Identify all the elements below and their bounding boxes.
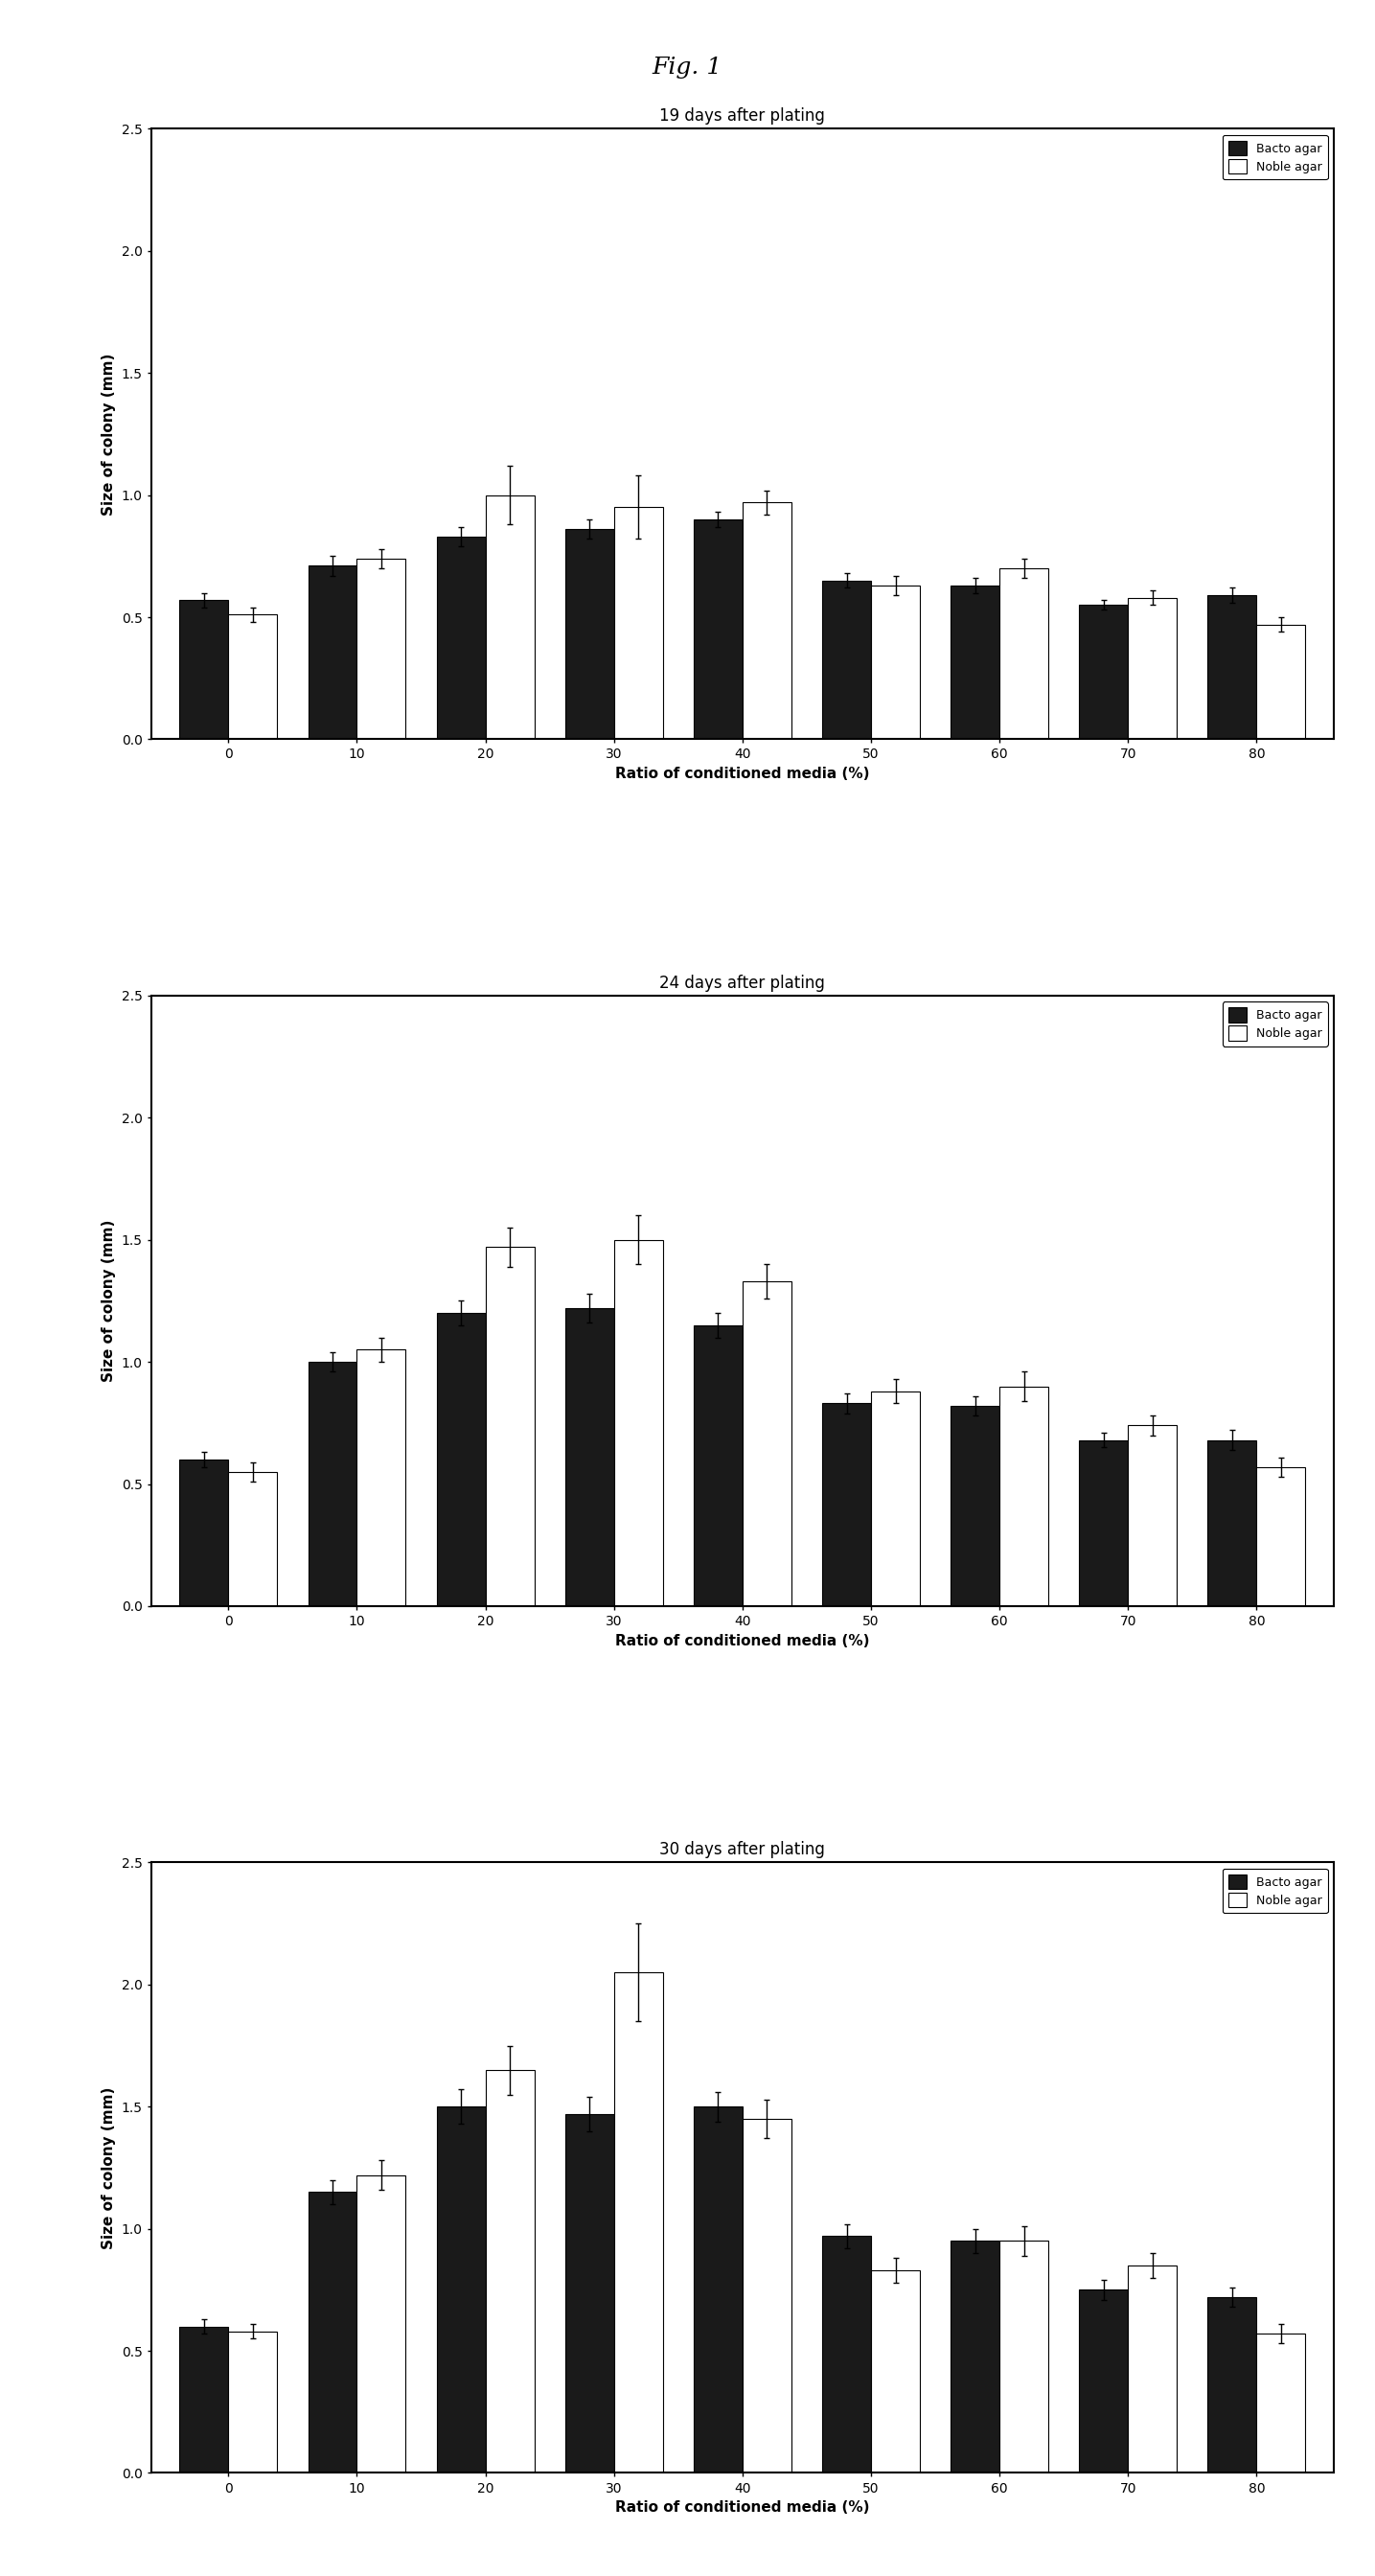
Bar [565, 2115, 615, 2473]
Bar [228, 2331, 278, 2473]
Bar [180, 1461, 228, 1605]
Bar [870, 1391, 920, 1605]
Bar [615, 1239, 663, 1605]
Bar [615, 1973, 663, 2473]
Bar [308, 1363, 358, 1605]
Bar [743, 502, 792, 739]
Bar [1000, 1386, 1048, 1605]
Legend: Bacto agar, Noble agar: Bacto agar, Noble agar [1222, 134, 1328, 180]
Text: Fig. 1: Fig. 1 [652, 57, 723, 80]
Bar [1079, 1440, 1128, 1605]
Bar [1079, 2290, 1128, 2473]
Bar [485, 2071, 535, 2473]
Bar [565, 528, 615, 739]
Bar [437, 536, 485, 739]
Bar [743, 1280, 792, 1605]
Bar [1127, 2264, 1177, 2473]
Bar [950, 1406, 1000, 1605]
Bar [485, 1247, 535, 1605]
Bar [693, 2107, 743, 2473]
Bar [358, 559, 406, 739]
Legend: Bacto agar, Noble agar: Bacto agar, Noble agar [1222, 1002, 1328, 1046]
X-axis label: Ratio of conditioned media (%): Ratio of conditioned media (%) [615, 1633, 870, 1649]
X-axis label: Ratio of conditioned media (%): Ratio of conditioned media (%) [615, 768, 870, 781]
Bar [180, 600, 228, 739]
Bar [1207, 2298, 1257, 2473]
Bar [1257, 623, 1305, 739]
Bar [1127, 1425, 1177, 1605]
X-axis label: Ratio of conditioned media (%): Ratio of conditioned media (%) [615, 2501, 870, 2514]
Bar [358, 1350, 406, 1605]
Bar [870, 2269, 920, 2473]
Bar [615, 507, 663, 739]
Bar [308, 2192, 358, 2473]
Bar [1079, 605, 1128, 739]
Bar [437, 2107, 485, 2473]
Bar [950, 2241, 1000, 2473]
Title: 24 days after plating: 24 days after plating [660, 974, 825, 992]
Bar [228, 1471, 278, 1605]
Y-axis label: Size of colony (mm): Size of colony (mm) [102, 353, 117, 515]
Bar [950, 585, 1000, 739]
Bar [870, 585, 920, 739]
Bar [1000, 569, 1048, 739]
Bar [743, 2120, 792, 2473]
Legend: Bacto agar, Noble agar: Bacto agar, Noble agar [1222, 1868, 1328, 1914]
Bar [1207, 1440, 1257, 1605]
Title: 19 days after plating: 19 days after plating [660, 108, 825, 124]
Bar [437, 1314, 485, 1605]
Bar [1000, 2241, 1048, 2473]
Bar [308, 567, 358, 739]
Bar [1127, 598, 1177, 739]
Bar [485, 495, 535, 739]
Title: 30 days after plating: 30 days after plating [660, 1842, 825, 1857]
Bar [693, 520, 743, 739]
Bar [822, 1404, 870, 1605]
Y-axis label: Size of colony (mm): Size of colony (mm) [102, 1218, 117, 1383]
Bar [693, 1324, 743, 1605]
Y-axis label: Size of colony (mm): Size of colony (mm) [102, 2087, 117, 2249]
Bar [822, 2236, 870, 2473]
Bar [565, 1309, 615, 1605]
Bar [822, 580, 870, 739]
Bar [228, 616, 278, 739]
Bar [1257, 2334, 1305, 2473]
Bar [358, 2174, 406, 2473]
Bar [1207, 595, 1257, 739]
Bar [1257, 1466, 1305, 1605]
Bar [180, 2326, 228, 2473]
